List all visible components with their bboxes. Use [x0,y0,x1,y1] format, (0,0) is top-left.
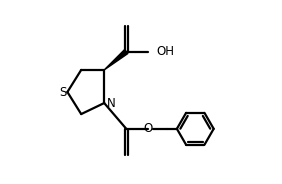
Text: S: S [59,86,67,98]
Polygon shape [104,49,128,70]
Text: OH: OH [156,45,174,58]
Text: N: N [106,97,115,109]
Text: O: O [144,122,153,135]
